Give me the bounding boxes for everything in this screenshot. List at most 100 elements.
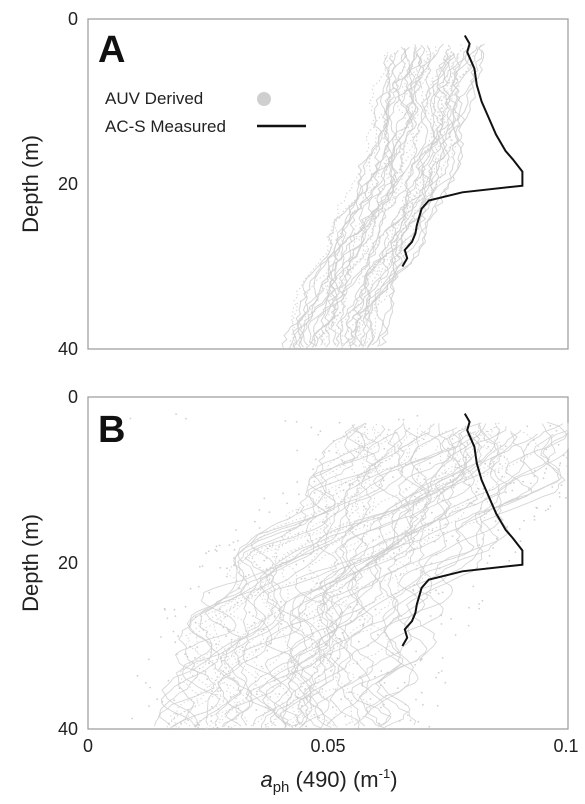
auv-point (431, 529, 434, 532)
auv-point (172, 630, 175, 633)
auv-point (129, 417, 132, 420)
auv-point (497, 471, 500, 474)
auv-point (232, 541, 235, 544)
auv-point (275, 555, 278, 558)
auv-point (437, 671, 440, 674)
auv-point (423, 478, 426, 480)
auv-profile (292, 53, 394, 348)
auv-point (204, 671, 207, 673)
auv-point (178, 687, 181, 690)
auv-point (565, 496, 567, 499)
auv-point (324, 603, 326, 606)
auv-point (533, 515, 536, 518)
auv-point (398, 719, 401, 722)
auv-profile (371, 43, 485, 346)
auv-profile (296, 429, 483, 726)
auv-point (400, 615, 403, 617)
auv-point (244, 575, 247, 578)
auv-point (454, 466, 457, 468)
auv-point (397, 469, 400, 472)
auv-point (317, 506, 320, 509)
panel-a-frame (87, 18, 569, 350)
auv-point (344, 715, 347, 718)
auv-point (458, 460, 461, 463)
auv-point (452, 475, 455, 478)
x-axis-label-subscript: ph (273, 779, 290, 796)
auv-profile (208, 424, 432, 729)
auv-profile (287, 425, 468, 730)
auv-point (509, 482, 512, 485)
panel-a-ytick-0: 0 (68, 9, 78, 29)
auv-point (499, 463, 501, 465)
auv-point (266, 637, 269, 640)
auv-point (198, 667, 201, 670)
auv-point (282, 676, 285, 678)
auv-profile (328, 422, 510, 726)
auv-point (378, 484, 381, 486)
auv-point (237, 539, 239, 542)
auv-point (296, 449, 299, 452)
auv-point (385, 694, 387, 697)
auv-point (388, 568, 390, 571)
auv-point (343, 461, 345, 464)
auv-profile (362, 51, 475, 349)
auv-point (435, 553, 438, 556)
auv-profile (367, 45, 478, 348)
auv-point (184, 605, 187, 608)
auv-point (320, 588, 323, 590)
auv-point (378, 528, 381, 531)
auv-point (367, 556, 370, 559)
auv-point (167, 722, 170, 725)
auv-point (263, 559, 266, 562)
auv-point (310, 426, 313, 429)
auv-point (363, 475, 365, 478)
auv-point (414, 495, 416, 498)
auv-point (380, 670, 383, 672)
xtick-0-05: 0.05 (310, 736, 345, 756)
auv-point (289, 529, 292, 532)
auv-point (468, 606, 470, 609)
auv-point (438, 567, 441, 570)
auv-point (263, 497, 266, 500)
auv-point (429, 462, 431, 464)
auv-point (332, 440, 335, 442)
auv-point (317, 433, 320, 436)
auv-point (558, 496, 561, 498)
auv-point (361, 683, 364, 685)
auv-point (409, 516, 412, 519)
auv-point (559, 462, 562, 464)
xtick-0-1: 0.1 (553, 736, 578, 756)
auv-point (373, 517, 375, 519)
auv-point (441, 591, 444, 594)
auv-point (361, 684, 364, 687)
auv-point (457, 539, 460, 542)
auv-point (374, 675, 376, 678)
auv-point (325, 505, 327, 508)
auv-point (528, 488, 530, 490)
panel-a-ytick-20: 20 (58, 174, 78, 194)
auv-point (300, 578, 303, 580)
panel-a-label: A (98, 29, 125, 71)
auv-point (304, 577, 306, 580)
auv-point (156, 698, 159, 700)
xtick-0: 0 (83, 736, 93, 756)
auv-point (505, 491, 507, 494)
auv-point (338, 421, 341, 424)
legend: AUV Derived AC-S Measured (105, 89, 306, 136)
auv-point (408, 532, 411, 534)
auv-point (219, 566, 222, 569)
auv-point (259, 642, 262, 645)
auv-point (350, 620, 352, 622)
auv-point (304, 688, 307, 690)
auv-point (420, 691, 423, 694)
auv-point (265, 557, 268, 560)
legend-label-acs: AC-S Measured (105, 117, 226, 136)
auv-point (328, 491, 331, 493)
auv-profile (270, 422, 482, 727)
auv-point (425, 505, 428, 508)
auv-point (466, 454, 469, 456)
auv-point (441, 499, 444, 502)
auv-point (236, 601, 239, 604)
auv-point (354, 578, 357, 581)
